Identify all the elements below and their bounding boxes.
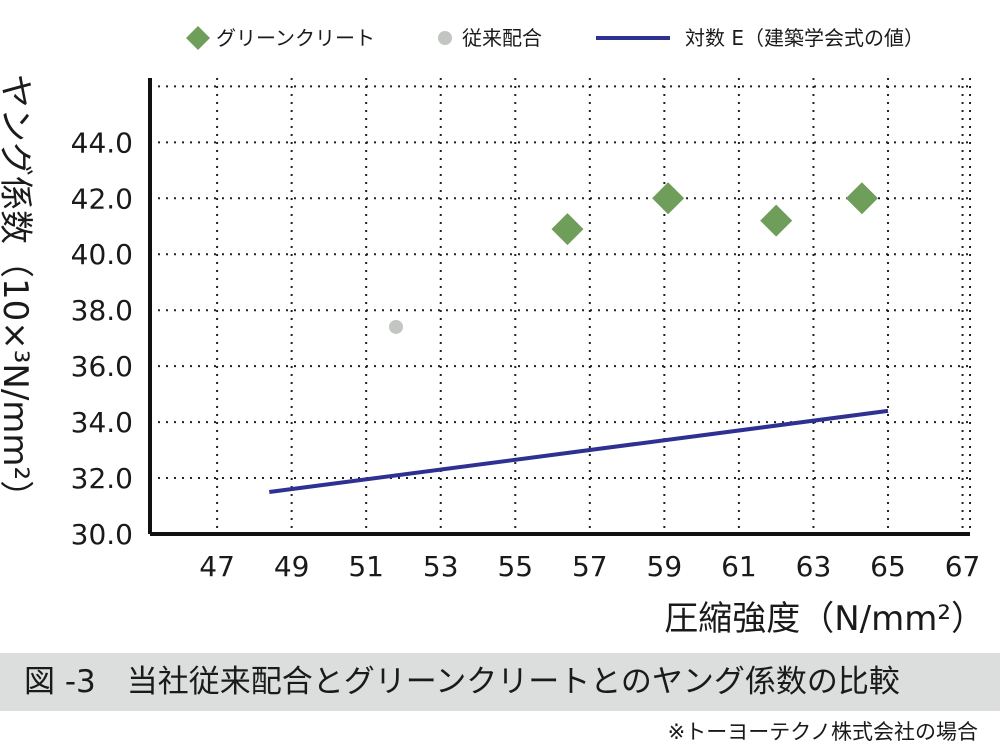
- x-tick-label: 55: [497, 550, 533, 583]
- y-tick-label: 34.0: [71, 406, 133, 439]
- green-diamond-point: [551, 213, 584, 246]
- tick-labels: 30.0 32.0 34.0 36.0 38.0 40.0 42.0 44.0 47 49 51 53…: [71, 126, 981, 583]
- figure-caption: 図 -3 当社従来配合とグリーンクリートとのヤング係数の比較: [24, 664, 900, 700]
- legend: グリーンクリート 従来配合 対数 E（建築学会式の値）: [186, 26, 924, 50]
- x-tick-label: 53: [423, 550, 459, 583]
- data-marks: [269, 182, 889, 495]
- x-tick-label: 63: [796, 550, 832, 583]
- legend-circle-icon: [438, 31, 452, 45]
- conventional-point: [389, 319, 403, 334]
- chart-area: グリーンクリート 従来配合 対数 E（建築学会式の値） 30.0 32.0 34.0 36…: [0, 26, 985, 639]
- grid-lines: [150, 78, 971, 534]
- legend-label: 対数 E（建築学会式の値）: [685, 26, 924, 50]
- legend-label: 従来配合: [462, 26, 542, 50]
- x-tick-label: 67: [945, 550, 981, 583]
- y-tick-label: 40.0: [71, 238, 133, 271]
- series-line: [269, 408, 889, 495]
- y-tick-label: 42.0: [71, 182, 133, 215]
- y-tick-label: 32.0: [71, 462, 133, 495]
- legend-label: グリーンクリート: [216, 26, 375, 50]
- y-axis-title: ヤング係数（10×³N/mm²）: [0, 74, 35, 514]
- axes: [148, 78, 970, 536]
- x-tick-label: 65: [870, 550, 906, 583]
- y-tick-label: 30.0: [71, 518, 133, 551]
- x-tick-label: 57: [572, 550, 608, 583]
- legend-diamond-icon: [186, 26, 210, 50]
- x-tick-label: 51: [348, 550, 384, 583]
- x-tick-label: 59: [647, 550, 683, 583]
- green-diamond-point: [760, 204, 793, 237]
- x-tick-label: 61: [721, 550, 757, 583]
- y-tick-label: 38.0: [71, 294, 133, 327]
- x-axis-title: 圧縮強度（N/mm²）: [664, 599, 985, 639]
- x-tick-label: 49: [274, 550, 310, 583]
- x-tick-label: 47: [199, 550, 235, 583]
- green-diamond-point: [845, 182, 878, 215]
- figure-caption-bar: 図 -3 当社従来配合とグリーンクリートとのヤング係数の比較: [0, 653, 1000, 711]
- y-tick-label: 36.0: [71, 350, 133, 383]
- green-diamond-point: [652, 182, 685, 215]
- source-note: ※トーヨーテクノ株式会社の場合: [667, 720, 978, 744]
- y-tick-label: 44.0: [71, 126, 133, 159]
